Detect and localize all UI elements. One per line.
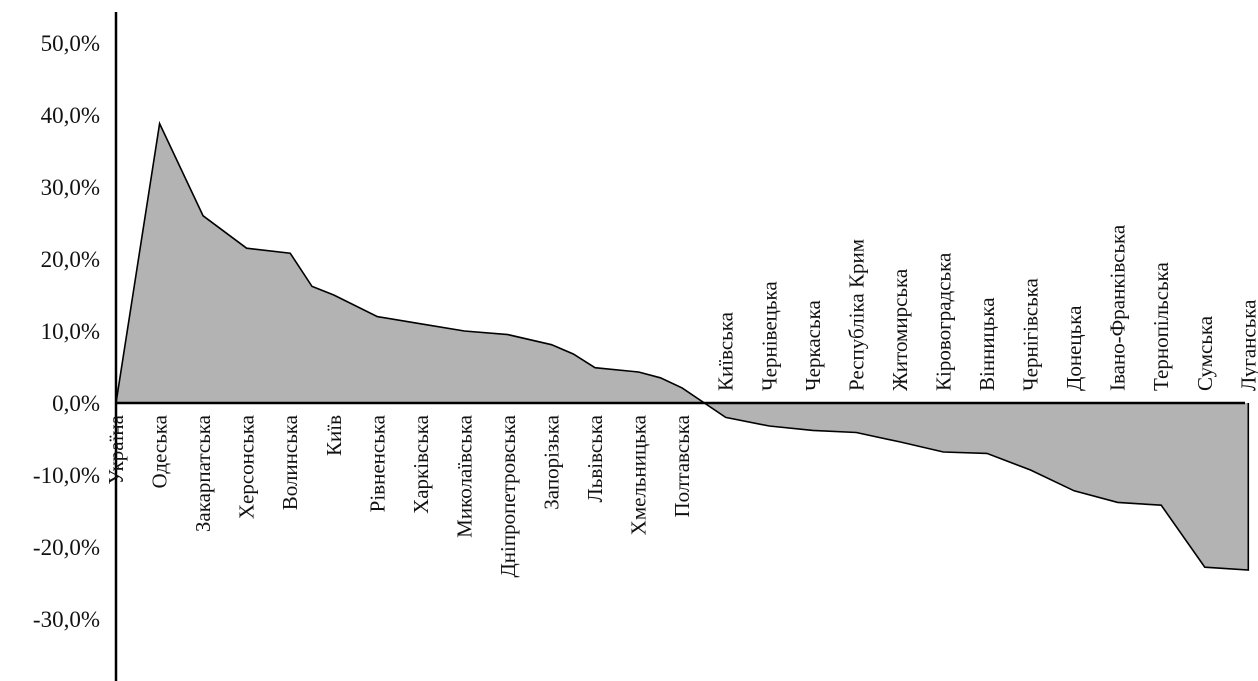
category-label: Харківська [409, 414, 433, 514]
category-label: Херсонська [235, 414, 259, 519]
category-label: Тернопільська [1149, 262, 1173, 391]
category-label: Рівненська [365, 414, 389, 512]
category-label: Донецька [1062, 305, 1086, 391]
category-label: Хмельницька [627, 414, 651, 535]
category-label: Дніпропетровська [496, 414, 520, 577]
category-label: Полтавська [670, 414, 694, 517]
category-label: Республіка Крим [844, 239, 868, 391]
category-label: Одеська [148, 414, 172, 488]
y-tick-label: -20,0% [33, 535, 100, 560]
y-tick-label: 10,0% [41, 319, 100, 344]
category-label: Львівська [583, 414, 607, 502]
category-label: Черкаська [801, 300, 825, 391]
category-label: Вінницька [975, 297, 999, 391]
category-label: Сумська [1193, 315, 1217, 391]
y-tick-label: -30,0% [33, 607, 100, 632]
category-label: Луганська [1236, 299, 1258, 391]
y-tick-label: -10,0% [33, 463, 100, 488]
y-tick-label: 20,0% [41, 247, 100, 272]
category-label: Кіровоградська [931, 252, 955, 391]
category-label: Миколаївська [452, 414, 476, 537]
category-label: Київ [322, 415, 346, 456]
category-label: Чернівецька [757, 281, 781, 391]
category-label: Івано-Франківська [1106, 224, 1130, 391]
category-labels: Україна Одеська Закарпатська Херсонська Воли… [104, 224, 1258, 577]
category-label: Житомирська [888, 268, 912, 391]
area-fill-layer [115, 120, 1250, 571]
y-tick-labels: 50,0% 40,0% 30,0% 20,0% 10,0% 0,0% -10,0% -20,0… [33, 31, 100, 632]
category-label: Запорізька [540, 414, 564, 509]
y-tick-label: 0,0% [52, 391, 100, 416]
area-series-line [115, 120, 1250, 571]
category-label: Закарпатська [191, 414, 215, 532]
area-series-fill [116, 123, 1249, 570]
category-label: Київська [714, 311, 738, 391]
y-tick-label: 40,0% [41, 103, 100, 128]
y-tick-label: 30,0% [41, 175, 100, 200]
y-tick-label: 50,0% [41, 31, 100, 56]
category-label: Волинська [278, 414, 302, 510]
axes [114, 12, 1245, 681]
category-label: Чернігівська [1019, 277, 1043, 391]
category-label: Україна [104, 414, 128, 484]
